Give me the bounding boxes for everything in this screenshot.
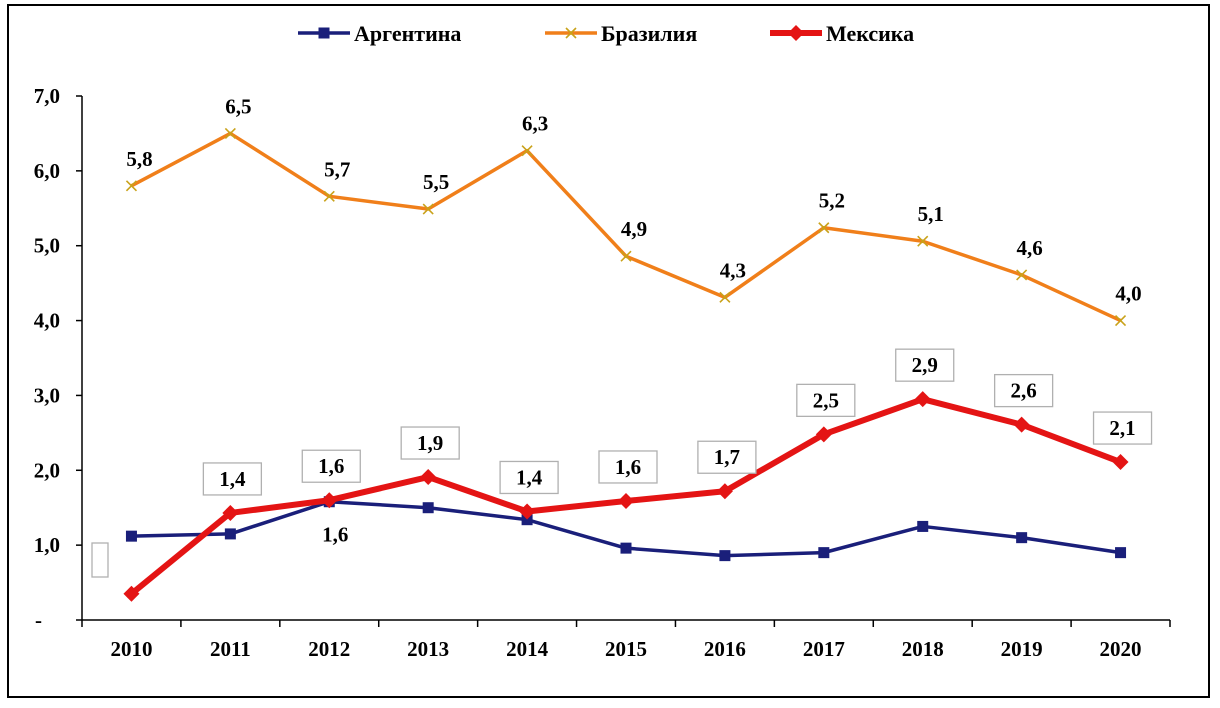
data-label: 4,6 [1017, 236, 1043, 260]
data-point-marker [125, 180, 138, 192]
legend-label: Мексика [826, 21, 914, 46]
data-point-marker [1013, 416, 1030, 433]
y-tick-label: 1,0 [34, 533, 60, 557]
data-point-marker [815, 426, 832, 443]
data-point-marker [914, 391, 931, 408]
x-tick-label: 2014 [506, 637, 549, 661]
data-point-marker [222, 504, 239, 521]
data-point-marker [719, 291, 731, 303]
chart-frame [7, 4, 1210, 698]
data-label-box [499, 460, 559, 495]
data-point-marker [521, 145, 533, 157]
y-tick-label: 3,0 [34, 383, 60, 407]
x-tick-label: 2020 [1100, 637, 1142, 661]
data-label: 5,1 [918, 202, 944, 226]
data-point-marker [521, 514, 533, 526]
data-label-box [400, 426, 460, 460]
data-label-box [895, 348, 955, 382]
data-point-marker [519, 503, 536, 520]
data-point-marker [323, 190, 335, 202]
data-point-marker [422, 203, 434, 215]
data-label: 1,9 [417, 431, 443, 455]
data-label: 2,6 [1011, 379, 1037, 403]
data-point-marker [1016, 532, 1028, 544]
data-label-box [301, 449, 361, 483]
data-point-marker [224, 528, 236, 540]
data-label-box [91, 542, 109, 578]
data-label: 1,7 [714, 445, 740, 469]
data-label: 1,4 [516, 465, 543, 489]
data-label: 6,5 [225, 94, 251, 118]
data-label-box [598, 450, 658, 484]
data-point-marker [818, 222, 830, 234]
data-label: 5,7 [324, 157, 350, 181]
data-point-marker [321, 492, 338, 509]
data-label: 2,5 [813, 388, 839, 412]
y-tick-label: 7,0 [34, 84, 60, 108]
data-point-marker [917, 520, 929, 532]
data-point-marker [618, 492, 634, 509]
y-tick-label: 2,0 [34, 458, 60, 482]
data-point-marker [716, 483, 733, 500]
data-label: 1,6 [318, 454, 344, 478]
data-label: 6,3 [522, 112, 548, 136]
data-point-marker [620, 250, 632, 262]
data-label-box [796, 383, 856, 418]
data-point-marker [917, 235, 929, 247]
data-label-box [202, 462, 263, 496]
data-label-box [993, 373, 1054, 408]
x-tick-label: 2016 [704, 637, 746, 661]
data-point-marker [224, 127, 236, 139]
legend-marker [788, 25, 804, 41]
data-label: 4,0 [1115, 282, 1141, 306]
x-tick-label: 2012 [308, 637, 350, 661]
data-label: 5,2 [819, 189, 845, 213]
legend-label: Аргентина [354, 21, 461, 46]
data-point-marker [818, 547, 830, 559]
data-label: 4,9 [621, 217, 647, 241]
x-tick-label: 2013 [407, 637, 449, 661]
data-label-box [1092, 411, 1153, 445]
x-tick-label: 2015 [605, 637, 647, 661]
legend-marker [565, 27, 577, 39]
x-tick-label: 2010 [110, 637, 152, 661]
x-tick-label: 2019 [1001, 637, 1043, 661]
legend-marker [318, 27, 330, 39]
data-point-marker [1112, 454, 1129, 471]
data-label-box [697, 440, 757, 474]
y-tick-label: 4,0 [34, 309, 60, 333]
data-point-marker [125, 530, 137, 542]
data-label: 2,9 [912, 353, 938, 377]
data-point-marker [1016, 269, 1028, 281]
data-label: 4,3 [720, 258, 746, 282]
data-point-marker [1115, 547, 1127, 559]
data-label: 2,1 [1109, 416, 1135, 440]
y-tick-label: 5,0 [34, 234, 60, 258]
data-label: 5,8 [126, 147, 152, 171]
data-point-marker [620, 542, 632, 554]
data-point-marker [123, 585, 140, 602]
data-label: 1,6 [615, 455, 641, 479]
y-tick-label: 6,0 [34, 159, 60, 183]
data-point-marker [1114, 315, 1127, 327]
data-label: 5,5 [423, 170, 449, 194]
x-tick-label: 2011 [210, 637, 251, 661]
data-label: 1,4 [219, 467, 246, 491]
x-tick-label: 2017 [803, 637, 845, 661]
data-label: 1,6 [322, 523, 348, 547]
y-tick-label: - [35, 608, 42, 632]
legend-label: Бразилия [601, 21, 697, 46]
data-point-marker [420, 469, 437, 486]
data-point-marker [422, 502, 434, 514]
data-point-marker [719, 550, 731, 562]
x-tick-label: 2018 [902, 637, 944, 661]
